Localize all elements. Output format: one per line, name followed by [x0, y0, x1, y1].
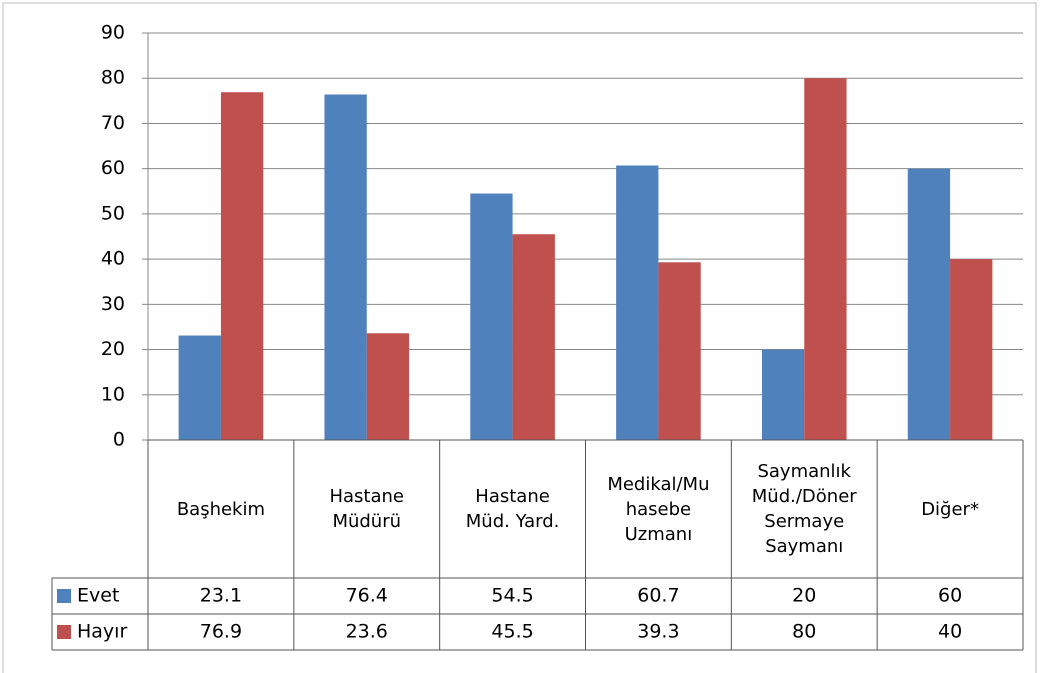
y-tick-label: 80	[101, 67, 125, 89]
legend-key	[57, 625, 71, 639]
bar	[907, 168, 951, 440]
category-label: Başhekim	[176, 498, 266, 520]
y-tick-label: 90	[101, 22, 125, 44]
table-value: 40	[938, 621, 962, 643]
category-label: Hastane Müd. Yard.	[465, 486, 560, 532]
table-value: 20	[792, 585, 816, 607]
legend-label: Evet	[77, 585, 119, 607]
bar	[470, 193, 513, 440]
table-value: 54.5	[491, 585, 533, 607]
bar	[761, 349, 805, 440]
bar	[324, 94, 367, 440]
table-value: 23.6	[346, 621, 388, 643]
table-value: 60	[938, 585, 962, 607]
y-tick-label: 20	[101, 338, 125, 360]
bar	[950, 259, 993, 440]
y-tick-label: 40	[101, 248, 125, 270]
legend-label: Hayır	[77, 621, 127, 643]
y-tick-label: 30	[101, 293, 125, 315]
category-label: Medikal/Mu hasebe Uzmanı	[607, 473, 710, 545]
y-tick-label: 70	[101, 112, 125, 134]
table-value: 23.1	[200, 585, 242, 607]
y-tick-label: 10	[101, 383, 125, 405]
bar	[658, 262, 701, 440]
bar	[366, 333, 410, 440]
bar	[616, 165, 659, 441]
bar	[512, 234, 555, 440]
category-label: Diğer*	[921, 498, 979, 520]
bar	[804, 78, 847, 440]
table-value: 45.5	[491, 621, 533, 643]
table-value: 76.9	[200, 621, 242, 643]
table-value: 80	[792, 621, 816, 643]
legend-key	[57, 589, 71, 603]
y-tick-label: 50	[101, 202, 125, 224]
y-tick-label: 60	[101, 157, 125, 179]
category-label: Saymanlık Müd./Döner Sermaye Saymanı	[751, 461, 857, 557]
table-value: 76.4	[346, 585, 388, 607]
table-value: 60.7	[637, 585, 679, 607]
y-tick-label: 0	[113, 429, 125, 451]
bar	[220, 92, 264, 440]
table-value: 39.3	[637, 621, 679, 643]
category-label: Hastane Müdürü	[329, 486, 404, 532]
bar	[178, 335, 221, 440]
